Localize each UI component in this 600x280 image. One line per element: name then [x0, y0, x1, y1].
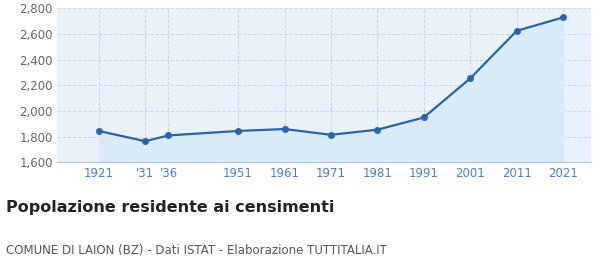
Text: Popolazione residente ai censimenti: Popolazione residente ai censimenti: [6, 200, 334, 215]
Text: COMUNE DI LAION (BZ) - Dati ISTAT - Elaborazione TUTTITALIA.IT: COMUNE DI LAION (BZ) - Dati ISTAT - Elab…: [6, 244, 387, 256]
